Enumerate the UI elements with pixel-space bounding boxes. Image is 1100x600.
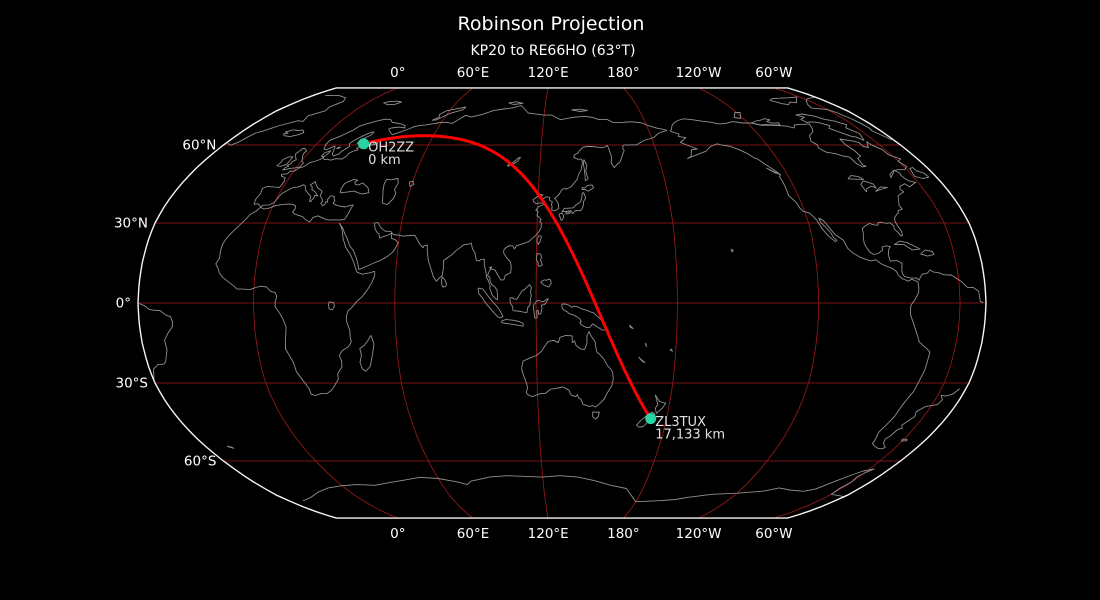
coastline-path: [383, 100, 403, 106]
coastline-path: [381, 178, 399, 206]
map-boundary-group: [137, 87, 987, 519]
coastline-path: [327, 301, 335, 311]
great-circle-path: [362, 134, 653, 421]
bottom-axis-label: 120°W: [676, 526, 722, 542]
graticule-meridian: [698, 87, 820, 519]
coastline-path: [875, 186, 888, 192]
coastline-path: [645, 342, 647, 347]
map-boundary: [137, 87, 987, 519]
coastline-path: [733, 112, 742, 119]
coastline-path: [561, 303, 609, 331]
graticule: [138, 87, 986, 519]
graticule-meridian: [252, 87, 398, 519]
coastline-path: [920, 249, 935, 257]
coastline-path: [215, 105, 668, 396]
left-axis-label: 0°: [116, 296, 131, 312]
coastline-path: [847, 175, 864, 180]
coastline-path: [508, 101, 524, 105]
top-axis-label: 180°: [607, 65, 640, 81]
top-axis-label: 120°E: [528, 65, 569, 81]
coastline-path: [540, 278, 552, 288]
graticule-meridian: [623, 87, 678, 519]
coastline-path: [302, 468, 875, 503]
graticule-meridian: [394, 87, 474, 519]
coastline-path: [581, 184, 594, 192]
coastline-path: [583, 159, 589, 182]
coastline-path: [408, 180, 415, 187]
coastline-path: [509, 284, 532, 314]
page-title: Robinson Projection: [458, 13, 645, 35]
coastline-path: [638, 356, 646, 364]
coastline-path: [730, 248, 734, 253]
coastline-path: [431, 106, 467, 121]
axis-labels: 0° 0° 60°E 60°E 120°E 120°E 180° 180° 120°W 120°W…: [114, 65, 793, 542]
coastline-path: [561, 192, 587, 215]
coastline-path: [521, 331, 614, 408]
coastline-path: [860, 180, 877, 193]
coastline-path: [536, 235, 542, 246]
bottom-axis-label: 0°: [390, 526, 405, 542]
top-axis-label: 120°W: [676, 65, 722, 81]
coastline-path: [276, 156, 294, 167]
coastline-path: [500, 319, 524, 327]
coastline-path: [226, 445, 235, 449]
left-axis-label: 30°N: [114, 216, 148, 232]
coastlines: [139, 95, 984, 503]
station-distance-label: 17,133 km: [655, 428, 725, 443]
coastline-path: [629, 324, 634, 330]
coastline-path: [769, 96, 798, 106]
coastline-path: [339, 178, 370, 195]
left-axis-label: 30°S: [116, 376, 149, 392]
station-marker: [358, 138, 370, 150]
left-axis-label: 60°S: [184, 454, 217, 470]
station-distance-label: 0 km: [368, 153, 401, 168]
bottom-axis-label: 120°E: [528, 526, 569, 542]
coastline-path: [441, 276, 448, 288]
bottom-axis-label: 60°E: [457, 526, 489, 542]
station-marker: [645, 413, 657, 425]
coastline-path: [909, 167, 930, 179]
coastline-path: [535, 252, 543, 267]
coastline-path: [227, 95, 892, 146]
top-axis-label: 0°: [390, 65, 405, 81]
coastline-path: [795, 113, 865, 141]
top-axis-label: 60°E: [457, 65, 489, 81]
graticule-meridian: [535, 87, 549, 519]
page-subtitle: KP20 to RE66HO (63°T): [470, 43, 635, 59]
coastline-path: [477, 287, 504, 319]
coastline-path: [359, 335, 375, 372]
left-axis-label: 60°N: [182, 138, 216, 154]
coastline-path: [532, 298, 549, 319]
coastline-path: [336, 146, 341, 150]
coastline-path: [139, 118, 984, 450]
coastline-path: [558, 212, 565, 221]
graticule-meridian: [773, 87, 961, 519]
coastline-path: [654, 394, 667, 414]
coastline-path: [571, 108, 588, 112]
coastline-path: [893, 240, 921, 251]
coastline-path: [565, 211, 571, 215]
coastline-path: [669, 348, 673, 352]
coastline-path: [751, 118, 781, 126]
coastline-path: [282, 148, 308, 171]
top-axis-label: 60°W: [755, 65, 792, 81]
station-callsign-label: OH2ZZ: [368, 140, 414, 155]
coastline-path: [283, 129, 305, 138]
bottom-axis-label: 60°W: [755, 526, 792, 542]
bottom-axis-label: 180°: [607, 526, 640, 542]
coastline-path: [766, 167, 781, 175]
coastline-path: [592, 411, 600, 420]
station-callsign-label: ZL3TUX: [655, 415, 706, 430]
coastline-path: [901, 438, 908, 442]
